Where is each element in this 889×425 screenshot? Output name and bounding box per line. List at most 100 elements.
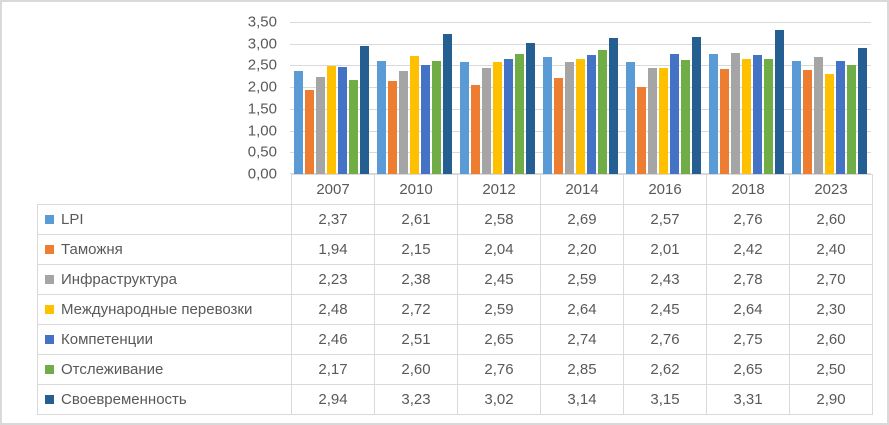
value-cell: 3,15 — [623, 383, 707, 415]
value-cell: 2,38 — [374, 263, 458, 295]
row-label-cell: Компетенции — [37, 323, 292, 355]
value-cell: 2,45 — [623, 293, 707, 325]
year-header-cell: 2023 — [789, 174, 873, 205]
series-label: Своевременность — [61, 390, 187, 408]
bar-group-2007 — [290, 22, 373, 174]
bar — [609, 37, 618, 174]
year-header-cell: 2007 — [291, 174, 375, 205]
legend-swatch-icon — [45, 304, 54, 314]
series-label: LPI — [61, 210, 84, 228]
bar — [742, 59, 751, 174]
data-table: 2007 2010 2012 2014 2016 2018 2023 LPI 2,37 2,61 2… — [37, 174, 873, 415]
bar — [792, 61, 801, 174]
value-cell: 2,60 — [789, 323, 873, 355]
bar-group-2023 — [788, 22, 871, 174]
value-cell: 2,20 — [540, 233, 624, 265]
value-cell: 2,76 — [623, 323, 707, 355]
value-cell: 2,30 — [789, 293, 873, 325]
year-header-row: 2007 2010 2012 2014 2016 2018 2023 — [38, 174, 873, 205]
year-header-cell: 2012 — [457, 174, 541, 205]
table-body: 2007 2010 2012 2014 2016 2018 2023 LPI 2,37 2,61 2… — [37, 174, 873, 415]
bar — [338, 67, 347, 174]
y-axis-labels: 3,50 3,00 2,50 2,00 1,50 1,00 0,50 0,00 — [2, 14, 284, 183]
y-axis-tick-label: 2,50 — [247, 56, 277, 74]
bar — [637, 86, 646, 174]
row-label-cell: Международные перевозки — [37, 293, 292, 325]
value-cell: 2,78 — [706, 263, 790, 295]
row-label-cell: Инфраструктура — [37, 263, 292, 295]
bar — [327, 66, 336, 174]
bar — [443, 33, 452, 174]
value-cell: 2,46 — [291, 323, 375, 355]
value-cell: 1,94 — [291, 233, 375, 265]
value-cell: 2,64 — [540, 293, 624, 325]
value-cell: 2,65 — [706, 353, 790, 385]
bar — [692, 37, 701, 174]
value-cell: 2,40 — [789, 233, 873, 265]
value-cell: 2,61 — [374, 203, 458, 235]
value-cell: 2,01 — [623, 233, 707, 265]
value-cell: 2,85 — [540, 353, 624, 385]
bar — [554, 78, 563, 174]
series-label: Отслеживание — [61, 360, 164, 378]
value-cell: 2,45 — [457, 263, 541, 295]
bar — [825, 74, 834, 174]
bar-groups — [290, 22, 871, 174]
bar — [421, 65, 430, 174]
bar — [587, 55, 596, 174]
bar — [670, 54, 679, 174]
value-cell: 2,60 — [374, 353, 458, 385]
bar — [493, 61, 502, 174]
table-row: Отслеживание 2,17 2,60 2,76 2,85 2,62 2,65 2,50 — [37, 353, 873, 385]
value-cell: 2,60 — [789, 203, 873, 235]
bar-group-2014 — [539, 22, 622, 174]
bar — [753, 54, 762, 174]
value-cell: 3,23 — [374, 383, 458, 415]
value-cell: 2,57 — [623, 203, 707, 235]
bar — [482, 67, 491, 174]
value-cell: 2,48 — [291, 293, 375, 325]
series-label: Инфраструктура — [61, 270, 177, 288]
year-header-cell: 2014 — [540, 174, 624, 205]
value-cell: 2,43 — [623, 263, 707, 295]
y-axis-tick-label: 0,00 — [247, 165, 277, 183]
bar-group-2016 — [622, 22, 705, 174]
series-label: Таможня — [61, 240, 123, 258]
value-cell: 3,31 — [706, 383, 790, 415]
bar — [720, 68, 729, 174]
bar — [410, 55, 419, 174]
bar — [648, 68, 657, 174]
row-label-cell: Отслеживание — [37, 353, 292, 385]
bar-group-2012 — [456, 22, 539, 174]
ghost-cell — [38, 175, 292, 205]
bar — [626, 62, 635, 174]
row-label-cell: Таможня — [37, 233, 292, 265]
bar — [598, 50, 607, 174]
legend-swatch-icon — [45, 214, 54, 224]
bar — [847, 65, 856, 174]
value-cell: 2,51 — [374, 323, 458, 355]
bar — [836, 61, 845, 174]
value-cell: 2,58 — [457, 203, 541, 235]
value-cell: 2,59 — [457, 293, 541, 325]
series-label: Международные перевозки — [61, 300, 253, 318]
value-cell: 2,62 — [623, 353, 707, 385]
table-row: Международные перевозки 2,48 2,72 2,59 2,64 2… — [37, 293, 873, 325]
bar — [543, 57, 552, 174]
legend-swatch-icon — [45, 244, 54, 254]
year-header-cell: 2018 — [706, 174, 790, 205]
gridline — [290, 43, 871, 45]
value-cell: 2,17 — [291, 353, 375, 385]
legend-swatch-icon — [45, 394, 54, 404]
y-axis-tick-label: 0,50 — [247, 143, 277, 161]
row-label-cell: Своевременность — [37, 383, 292, 415]
value-cell: 3,02 — [457, 383, 541, 415]
bar — [460, 61, 469, 174]
table-row: Таможня 1,94 2,15 2,04 2,20 2,01 2,42 2,40 — [37, 233, 873, 265]
y-axis-tick-label: 2,00 — [247, 78, 277, 96]
bar — [316, 77, 325, 174]
value-cell: 2,76 — [706, 203, 790, 235]
value-cell: 2,72 — [374, 293, 458, 325]
bar — [377, 60, 386, 174]
